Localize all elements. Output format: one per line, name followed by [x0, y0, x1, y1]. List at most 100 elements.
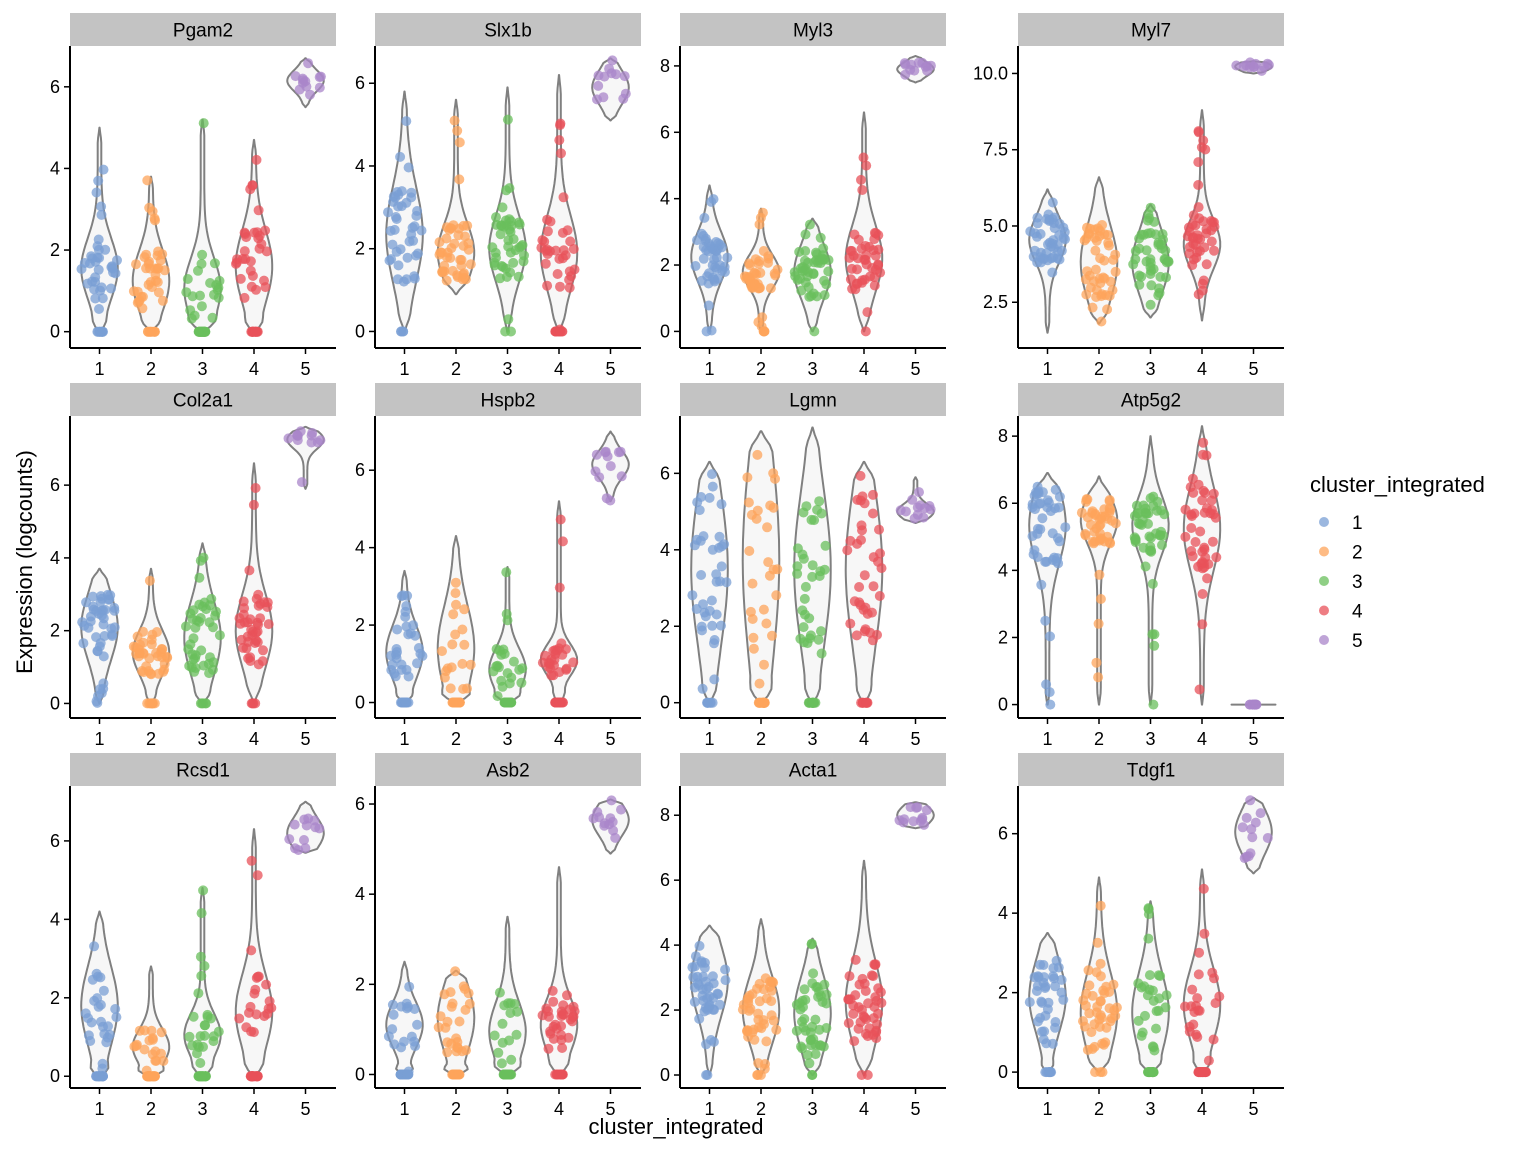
data-point: [301, 81, 312, 92]
data-point: [542, 214, 553, 225]
legend-key: [1319, 635, 1329, 645]
data-point: [187, 291, 198, 302]
data-point: [1180, 504, 1191, 515]
data-point: [106, 283, 116, 294]
data-point: [195, 1031, 206, 1042]
data-point: [462, 220, 473, 231]
data-point: [502, 668, 513, 679]
data-point: [744, 260, 755, 271]
data-point: [505, 247, 516, 258]
data-point: [1044, 687, 1055, 698]
data-point: [384, 255, 395, 266]
data-point: [245, 265, 256, 276]
data-point: [712, 988, 723, 999]
data-point: [900, 506, 911, 517]
data-point: [1199, 542, 1210, 553]
data-point: [1194, 684, 1205, 695]
data-point: [1050, 484, 1061, 495]
data-point: [1104, 495, 1115, 505]
x-tick-label: 2: [451, 729, 461, 749]
data-point: [145, 668, 156, 679]
data-point: [383, 207, 393, 218]
data-point: [536, 242, 547, 253]
data-point: [1059, 227, 1070, 237]
data-point: [922, 60, 933, 71]
data-point: [716, 541, 727, 552]
data-point: [743, 497, 754, 508]
y-tick-label: 6: [355, 73, 365, 93]
data-point: [95, 999, 106, 1010]
data-point: [852, 264, 862, 275]
strip-label: Col2a1: [173, 391, 233, 412]
data-point: [465, 659, 476, 670]
data-point: [396, 186, 407, 197]
data-point: [1192, 993, 1203, 1004]
panel-lgmn: Lgmn 0 2 4 6 1 2 3 4 5: [660, 383, 946, 749]
data-point: [768, 468, 779, 479]
data-point: [1092, 937, 1103, 948]
data-point: [206, 593, 217, 604]
data-point: [799, 593, 810, 604]
data-point: [396, 326, 406, 337]
data-point: [564, 274, 575, 285]
data-point: [393, 260, 404, 271]
data-point: [763, 251, 774, 262]
data-point: [703, 300, 714, 311]
data-point: [1084, 980, 1095, 991]
data-point: [195, 1058, 206, 1068]
data-point: [90, 272, 101, 283]
data-point: [799, 637, 809, 648]
data-point: [874, 591, 885, 601]
data-point: [156, 1027, 167, 1038]
x-tick-label: 3: [197, 359, 207, 379]
data-point: [447, 639, 458, 650]
legend-key: [1319, 576, 1329, 586]
data-point: [1262, 833, 1273, 843]
data-point: [231, 257, 242, 268]
data-point: [246, 945, 257, 956]
x-tick-label: 2: [1094, 359, 1104, 379]
data-point: [234, 613, 245, 624]
data-point: [543, 661, 554, 672]
data-point: [1245, 795, 1256, 806]
data-point: [764, 570, 775, 581]
data-point: [619, 71, 630, 82]
data-point: [810, 1039, 821, 1050]
data-point: [449, 115, 460, 126]
violin-group-cluster-2: [1078, 876, 1122, 1078]
x-tick-label: 3: [1145, 359, 1155, 379]
data-point: [314, 72, 325, 83]
data-point: [542, 226, 553, 237]
violin-group-cluster-2: [737, 918, 782, 1080]
data-point: [1087, 990, 1098, 1001]
x-tick-label: 3: [197, 729, 207, 749]
data-point: [198, 118, 209, 129]
data-point: [128, 286, 139, 297]
data-point: [555, 326, 566, 337]
data-point: [451, 697, 462, 708]
data-point: [706, 325, 717, 336]
data-point: [404, 981, 415, 992]
data-point: [853, 1002, 864, 1013]
data-point: [1080, 1000, 1091, 1011]
y-tick-label: 2: [355, 239, 365, 259]
data-point: [387, 999, 398, 1010]
x-tick-label: 3: [1145, 1099, 1155, 1119]
data-point: [146, 1025, 157, 1036]
data-point: [96, 209, 107, 220]
data-point: [98, 1021, 108, 1032]
data-point: [508, 656, 519, 667]
data-point: [711, 569, 722, 580]
y-tick-label: 0: [50, 693, 60, 713]
strip-label: Hspb2: [481, 391, 536, 412]
data-point: [184, 1031, 195, 1042]
violin-group-cluster-3: [183, 885, 224, 1082]
data-point: [908, 816, 919, 827]
data-point: [615, 446, 626, 457]
data-point: [98, 678, 109, 689]
data-point: [808, 288, 819, 299]
data-point: [872, 1019, 883, 1030]
data-point: [1188, 487, 1199, 498]
data-point: [1161, 272, 1171, 283]
